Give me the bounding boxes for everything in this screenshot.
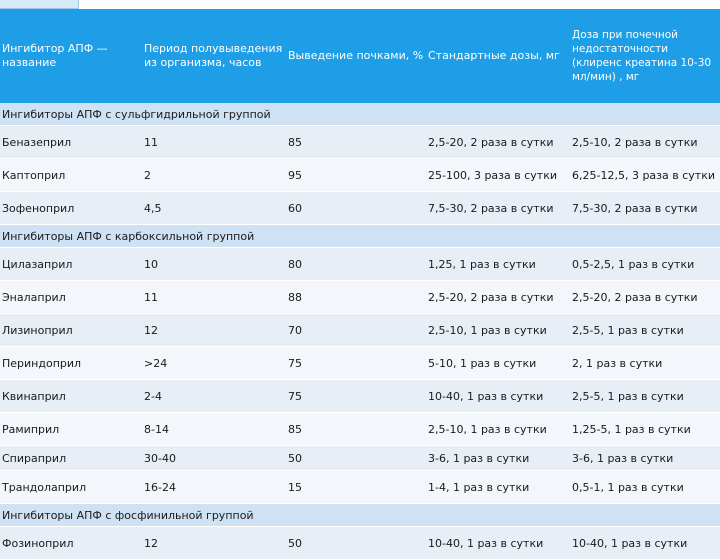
- cell-renal: 50: [286, 526, 426, 560]
- group-label: Ингибиторы АПФ с карбоксильной группой: [0, 224, 720, 248]
- cell-standard-dose: 7,5-30, 2 раза в сутки: [426, 191, 570, 225]
- cell-standard-dose: 1,25, 1 раз в сутки: [426, 247, 570, 281]
- table-row: Каптоприл 2 95 25-100, 3 раза в сутки 6,…: [0, 158, 720, 192]
- cell-renal-dose: 7,5-30, 2 раза в сутки: [570, 191, 720, 225]
- cell-standard-dose: 2,5-20, 2 раза в сутки: [426, 280, 570, 314]
- cell-half-life: 10: [142, 247, 286, 281]
- cell-half-life: 16-24: [142, 470, 286, 504]
- cell-standard-dose: 2,5-10, 1 раз в сутки: [426, 313, 570, 347]
- cell-standard-dose: 3-6, 1 раз в сутки: [426, 445, 570, 471]
- cell-half-life: 2-4: [142, 379, 286, 413]
- cell-name: Каптоприл: [0, 158, 142, 192]
- cell-name: Фозиноприл: [0, 526, 142, 560]
- cell-standard-dose: 2,5-20, 2 раза в сутки: [426, 125, 570, 159]
- cell-renal: 85: [286, 125, 426, 159]
- table-row: Цилазаприл 10 80 1,25, 1 раз в сутки 0,5…: [0, 247, 720, 281]
- cell-name: Беназеприл: [0, 125, 142, 159]
- cell-standard-dose: 1-4, 1 раз в сутки: [426, 470, 570, 504]
- group-label: Ингибиторы АПФ с сульфгидрильной группой: [0, 103, 720, 126]
- cell-renal: 15: [286, 470, 426, 504]
- cell-standard-dose: 2,5-10, 1 раз в сутки: [426, 412, 570, 446]
- table-row: Фозиноприл 12 50 10-40, 1 раз в сутки 10…: [0, 526, 720, 560]
- table-row: Трандолаприл 16-24 15 1-4, 1 раз в сутки…: [0, 470, 720, 504]
- header-name: Ингибитор АПФ — название: [0, 9, 142, 103]
- cell-half-life: 12: [142, 526, 286, 560]
- cell-name: Трандолаприл: [0, 470, 142, 504]
- table-row: Периндоприл >24 75 5-10, 1 раз в сутки 2…: [0, 346, 720, 380]
- cell-renal: 75: [286, 346, 426, 380]
- table-row: Эналаприл 11 88 2,5-20, 2 раза в сутки 2…: [0, 280, 720, 314]
- cell-name: Зофеноприл: [0, 191, 142, 225]
- cell-half-life: 4,5: [142, 191, 286, 225]
- cell-renal: 50: [286, 445, 426, 471]
- cell-name: Цилазаприл: [0, 247, 142, 281]
- cell-half-life: >24: [142, 346, 286, 380]
- cell-renal-dose: 10-40, 1 раз в сутки: [570, 526, 720, 560]
- group-row-phosphinyl: Ингибиторы АПФ с фосфинильной группой: [0, 503, 720, 527]
- cell-renal: 88: [286, 280, 426, 314]
- group-label: Ингибиторы АПФ с фосфинильной группой: [0, 503, 720, 527]
- cell-half-life: 2: [142, 158, 286, 192]
- cell-renal-dose: 2,5-20, 2 раза в сутки: [570, 280, 720, 314]
- group-row-carboxyl: Ингибиторы АПФ с карбоксильной группой: [0, 224, 720, 248]
- cell-name: Рамиприл: [0, 412, 142, 446]
- table-row: Квинаприл 2-4 75 10-40, 1 раз в сутки 2,…: [0, 379, 720, 413]
- cell-name: Периндоприл: [0, 346, 142, 380]
- cell-standard-dose: 5-10, 1 раз в сутки: [426, 346, 570, 380]
- cell-half-life: 11: [142, 125, 286, 159]
- table-row: Лизиноприл 12 70 2,5-10, 1 раз в сутки 2…: [0, 313, 720, 347]
- cell-renal-dose: 0,5-1, 1 раз в сутки: [570, 470, 720, 504]
- cell-renal: 85: [286, 412, 426, 446]
- cell-half-life: 30-40: [142, 445, 286, 471]
- cell-name: Эналаприл: [0, 280, 142, 314]
- top-tab-strip: [0, 0, 79, 9]
- header-row: Ингибитор АПФ — название Период полувыве…: [0, 9, 720, 103]
- cell-standard-dose: 10-40, 1 раз в сутки: [426, 379, 570, 413]
- cell-standard-dose: 10-40, 1 раз в сутки: [426, 526, 570, 560]
- header-renal-excretion: Выведение почками, %: [286, 9, 426, 103]
- header-half-life: Период полувыведения из организма, часов: [142, 9, 286, 103]
- cell-half-life: 8-14: [142, 412, 286, 446]
- cell-renal: 70: [286, 313, 426, 347]
- table-row: Беназеприл 11 85 2,5-20, 2 раза в сутки …: [0, 125, 720, 159]
- cell-half-life: 11: [142, 280, 286, 314]
- cell-renal-dose: 0,5-2,5, 1 раз в сутки: [570, 247, 720, 281]
- table-row: Рамиприл 8-14 85 2,5-10, 1 раз в сутки 1…: [0, 412, 720, 446]
- header-renal-failure-dose: Доза при почечной недостаточности (клире…: [570, 9, 720, 103]
- table-row: Спираприл 30-40 50 3-6, 1 раз в сутки 3-…: [0, 445, 720, 471]
- cell-renal: 80: [286, 247, 426, 281]
- header-standard-dose: Стандартные дозы, мг: [426, 9, 570, 103]
- cell-name: Квинаприл: [0, 379, 142, 413]
- group-row-sulfhydryl: Ингибиторы АПФ с сульфгидрильной группой: [0, 103, 720, 126]
- cell-name: Спираприл: [0, 445, 142, 471]
- cell-half-life: 12: [142, 313, 286, 347]
- cell-renal-dose: 6,25-12,5, 3 раза в сутки: [570, 158, 720, 192]
- cell-renal-dose: 2,5-10, 2 раза в сутки: [570, 125, 720, 159]
- cell-renal: 95: [286, 158, 426, 192]
- cell-name: Лизиноприл: [0, 313, 142, 347]
- cell-renal-dose: 2, 1 раз в сутки: [570, 346, 720, 380]
- cell-renal-dose: 1,25-5, 1 раз в сутки: [570, 412, 720, 446]
- cell-renal-dose: 2,5-5, 1 раз в сутки: [570, 313, 720, 347]
- ace-inhibitors-table: Ингибитор АПФ — название Период полувыве…: [0, 9, 720, 560]
- table-row: Зофеноприл 4,5 60 7,5-30, 2 раза в сутки…: [0, 191, 720, 225]
- cell-renal: 60: [286, 191, 426, 225]
- cell-standard-dose: 25-100, 3 раза в сутки: [426, 158, 570, 192]
- cell-renal: 75: [286, 379, 426, 413]
- cell-renal-dose: 3-6, 1 раз в сутки: [570, 445, 720, 471]
- cell-renal-dose: 2,5-5, 1 раз в сутки: [570, 379, 720, 413]
